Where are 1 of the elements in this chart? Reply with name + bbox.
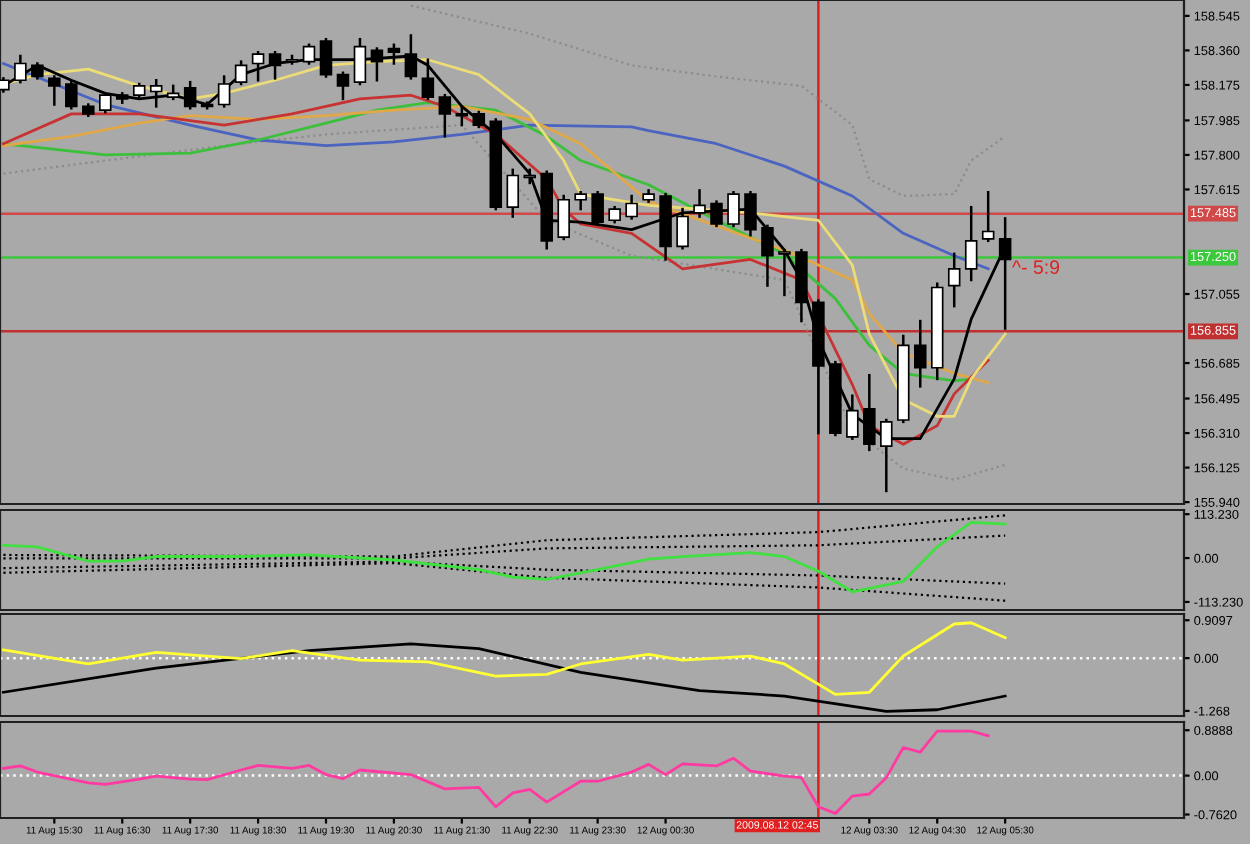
annotation: ^- 5:9	[1012, 260, 1060, 275]
